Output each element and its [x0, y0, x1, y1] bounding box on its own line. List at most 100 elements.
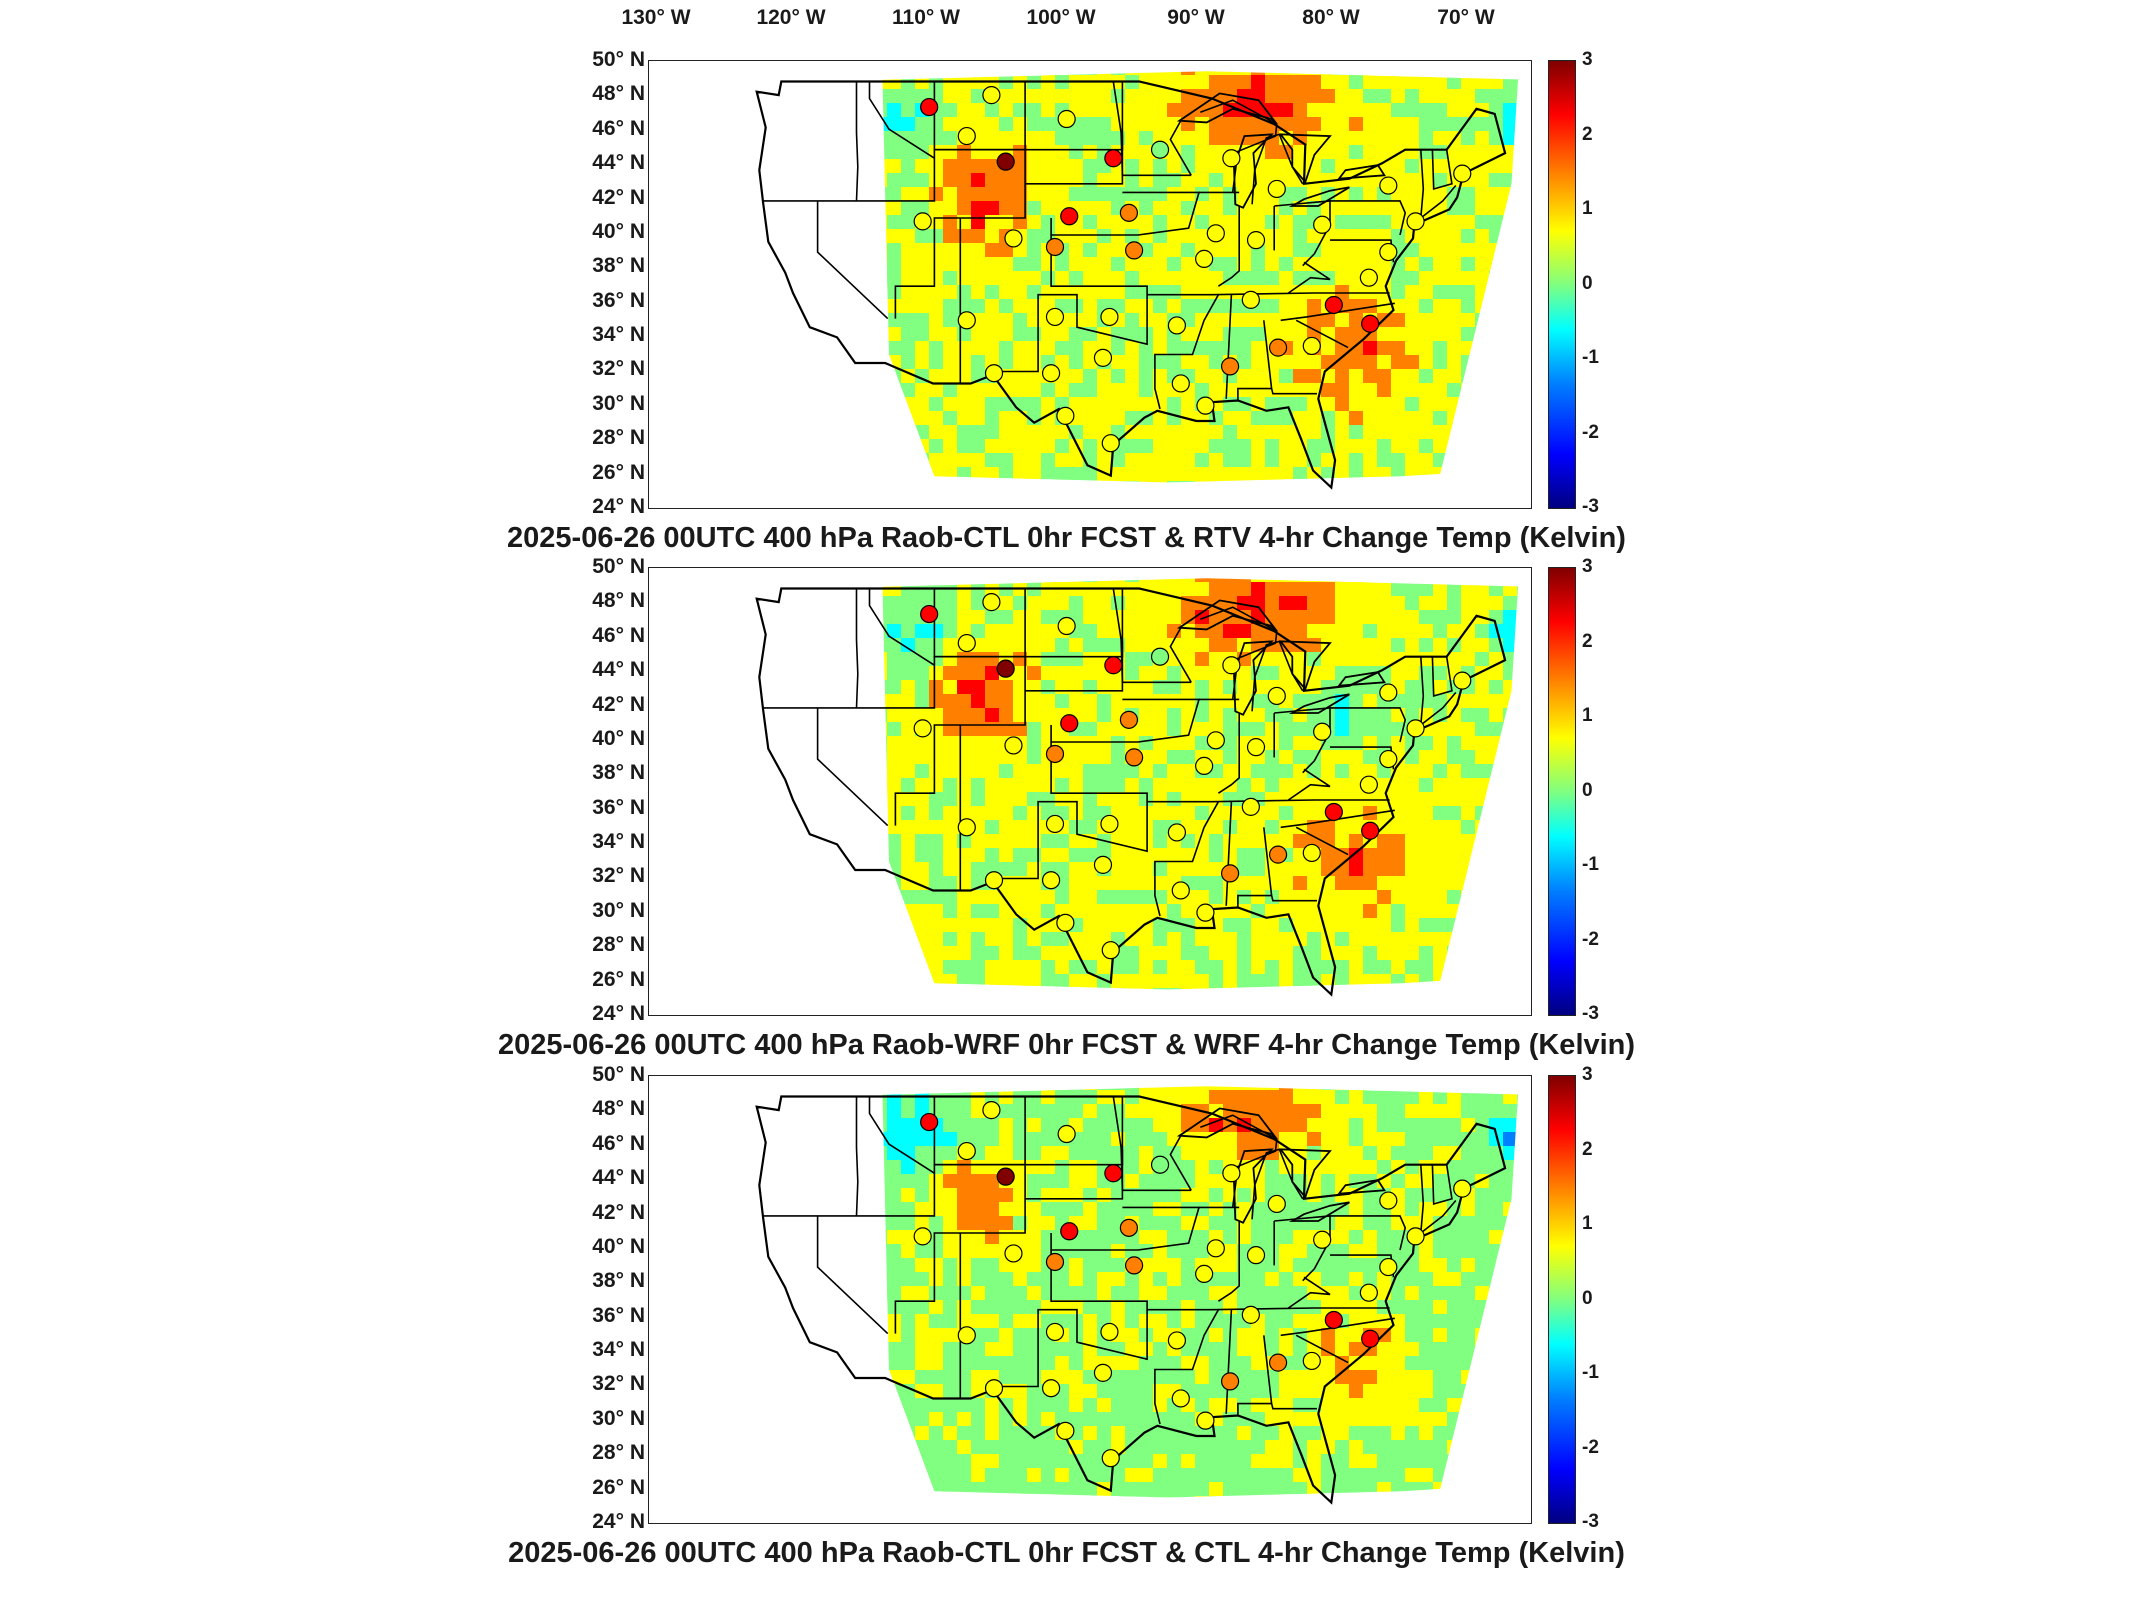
raob-station-marker [1379, 1257, 1398, 1277]
raob-station-marker [1379, 176, 1398, 195]
state-border [1154, 1309, 1220, 1425]
raob-station-marker [1361, 1329, 1380, 1348]
state-border [1270, 1403, 1317, 1410]
raob-station-marker [1379, 1191, 1398, 1210]
raob-station-marker [1324, 802, 1343, 822]
raob-station-marker [1150, 647, 1170, 666]
raob-station-marker [1222, 656, 1241, 675]
state-border [991, 218, 1148, 373]
raob-station-marker [1313, 1230, 1332, 1249]
raob-station-marker [1241, 1305, 1260, 1324]
raob-station-marker [1171, 374, 1190, 393]
lat-label: 42° N [592, 692, 645, 716]
raob-station-marker [957, 311, 976, 330]
raob-station-marker [957, 1141, 976, 1161]
raob-station-marker [1150, 140, 1170, 159]
great-lake [1288, 186, 1350, 207]
lat-label: 38° N [592, 254, 645, 278]
raob-station-marker [1195, 756, 1214, 776]
raob-station-marker [1041, 871, 1061, 890]
raob-station-marker [1100, 814, 1119, 834]
raob-station-marker [1359, 775, 1378, 794]
lon-label: 130° W [621, 6, 691, 29]
colorbar-tick-label: 1 [1582, 198, 1593, 219]
great-lake [1176, 599, 1278, 632]
lat-label: 26° N [592, 967, 645, 991]
raob-station-marker [982, 593, 1001, 612]
raob-station-marker [1220, 864, 1240, 883]
raob-station-marker [1060, 1222, 1079, 1241]
raob-station-marker [1060, 714, 1079, 733]
raob-station-marker [957, 126, 976, 146]
raob-station-marker [1361, 821, 1380, 840]
raob-station-marker [1361, 314, 1380, 333]
raob-station-marker [1453, 164, 1472, 183]
raob-station-marker [1167, 316, 1187, 335]
lat-label: 24° N [592, 1002, 645, 1025]
raob-station-marker [1150, 1155, 1170, 1174]
raob-station-marker [1267, 1194, 1286, 1214]
raob-station-marker [1056, 913, 1075, 932]
raob-station-marker [920, 604, 939, 624]
raob-station-marker [1246, 738, 1266, 757]
map-svg [755, 578, 1518, 997]
state-border [816, 200, 889, 320]
state-border [1295, 1334, 1349, 1364]
state-border [868, 81, 935, 159]
lat-label: 32° N [592, 357, 645, 381]
lat-label: 44° N [592, 658, 645, 682]
lat-label: 34° N [592, 830, 645, 854]
state-border [1237, 1335, 1273, 1416]
state-border [933, 588, 1026, 658]
raob-station-marker [1196, 396, 1215, 415]
lat-label: 32° N [592, 1372, 645, 1396]
raob-station-marker [1313, 215, 1332, 234]
raob-station-marker [1004, 736, 1023, 755]
raob-station-marker [1196, 903, 1215, 922]
state-border [855, 81, 859, 201]
state-border [763, 655, 1026, 826]
raob-station-marker [1206, 224, 1225, 243]
raob-station-marker [1104, 656, 1123, 675]
raob-station-marker [1195, 1264, 1214, 1284]
state-border [763, 1163, 1026, 1334]
colorbar-tick-label: -1 [1582, 347, 1599, 368]
raob-station-marker [1246, 231, 1266, 250]
lat-label: 24° N [592, 495, 645, 518]
raob-station-marker [996, 152, 1015, 171]
coastline [755, 80, 1507, 490]
state-border [1147, 292, 1390, 296]
state-border [1147, 799, 1390, 803]
colorbar-tick-label: 3 [1582, 556, 1593, 577]
raob-station-marker [982, 86, 1001, 105]
colorbar-tick-label: 0 [1582, 1287, 1593, 1309]
state-border [816, 1215, 889, 1335]
lat-label: 50° N [592, 1063, 645, 1086]
lat-label: 46° N [592, 116, 645, 140]
colorbar [1548, 567, 1576, 1016]
colorbar-tick-label: 1 [1582, 705, 1593, 726]
great-lake [1337, 164, 1386, 180]
lat-label: 40° N [592, 1234, 645, 1258]
raob-station-marker [1222, 149, 1241, 168]
state-border [933, 1096, 1026, 1166]
lat-label: 44° N [592, 151, 645, 175]
state-border [1280, 1317, 1395, 1337]
map-svg [755, 1086, 1518, 1505]
raob-station-marker [1302, 843, 1321, 863]
great-lake [1176, 92, 1278, 125]
colorbar-tick-label: -1 [1582, 1362, 1599, 1383]
lat-label: 34° N [592, 1338, 645, 1362]
great-lake [1278, 640, 1332, 691]
raob-station-marker [1100, 307, 1119, 327]
colorbar-tick-label: 2 [1582, 1138, 1593, 1160]
raob-station-marker [913, 719, 932, 738]
state-border [1169, 1135, 1192, 1191]
raob-station-marker [1057, 109, 1076, 129]
panel-title: 2025-06-26 00UTC 400 hPa Raob-WRF 0hr FC… [497, 1029, 1636, 1061]
lon-label: 80° W [1302, 6, 1360, 29]
panel-title: 2025-06-26 00UTC 400 hPa Raob-CTL 0hr FC… [507, 522, 1626, 554]
raob-station-marker [1359, 268, 1378, 287]
colorbar-tick-label: -2 [1582, 1436, 1599, 1458]
raob-station-marker [984, 1379, 1004, 1398]
